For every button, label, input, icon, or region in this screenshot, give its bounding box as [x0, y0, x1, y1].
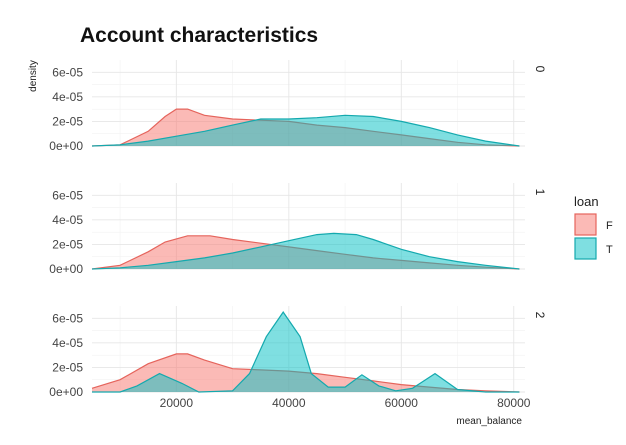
y-tick-label: 6e-05 [52, 311, 83, 325]
y-tick-label: 4e-05 [52, 90, 83, 104]
facet-panels: 0e+00 2e-05 4e-05 6e-05 0 0e+00 2e-05 4e-05 6e-0… [49, 60, 547, 410]
y-tick-label: 6e-05 [52, 188, 83, 202]
x-axis: 20000 40000 60000 80000 [160, 396, 531, 410]
facet-panel-1: 0e+00 2e-05 4e-05 6e-05 1 [49, 183, 547, 276]
density-area-T [92, 312, 520, 392]
legend-label-F: F [606, 220, 613, 232]
y-tick-label: 2e-05 [52, 114, 83, 128]
facet-panel-2: 0e+00 2e-05 4e-05 6e-05 2 [49, 306, 547, 399]
y-tick-label: 0e+00 [49, 262, 83, 276]
density-line-T [91, 232, 520, 270]
facet-strip-label: 1 [533, 189, 547, 196]
y-tick-label: 0e+00 [49, 139, 83, 153]
legend-label-T: T [606, 244, 613, 256]
legend-key-T [574, 237, 597, 260]
chart-title: Account characteristics [80, 24, 318, 47]
density-area-T [92, 115, 520, 146]
x-tick-label: 40000 [272, 396, 306, 410]
x-axis-label: mean_balance [456, 416, 522, 427]
legend-key-F [574, 213, 597, 236]
x-tick-label: 80000 [497, 396, 531, 410]
facet-strip-label: 0 [533, 66, 547, 73]
density-area-T [92, 233, 520, 269]
y-tick-label: 2e-05 [52, 360, 83, 374]
density-line-T [92, 311, 520, 393]
y-tick-label: 4e-05 [52, 336, 83, 350]
y-tick-label: 6e-05 [52, 65, 83, 79]
y-tick-label: 4e-05 [52, 213, 83, 227]
legend: loan FT [574, 194, 613, 260]
x-tick-label: 60000 [385, 396, 419, 410]
y-tick-label: 2e-05 [52, 237, 83, 251]
facet-panel-0: 0e+00 2e-05 4e-05 6e-05 0 [49, 60, 547, 153]
x-tick-label: 20000 [160, 396, 194, 410]
legend-title: loan [574, 194, 599, 209]
y-tick-label: 0e+00 [49, 385, 83, 399]
facet-strip-label: 2 [533, 312, 547, 319]
y-axis-label: density [28, 60, 39, 92]
density-line-T [91, 114, 520, 147]
